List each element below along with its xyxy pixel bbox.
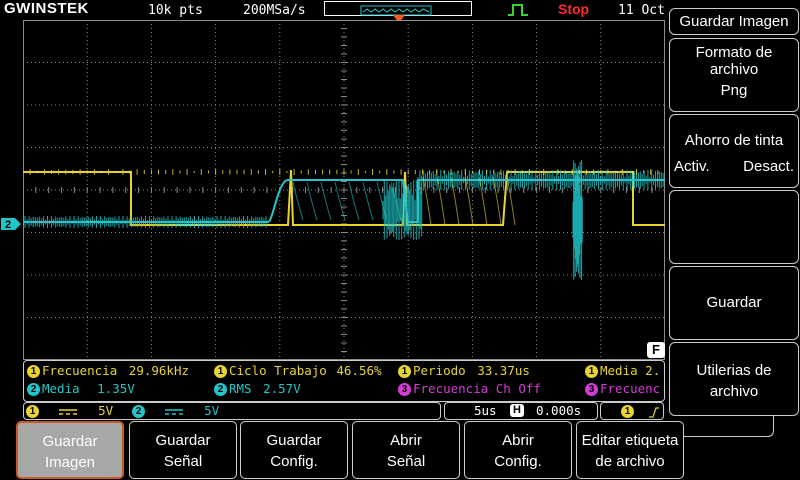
measurement-period: 1 Periodo 33.37us — [398, 363, 530, 378]
side-menu-title: Guardar Imagen — [669, 8, 799, 35]
ch1-ringing — [422, 176, 432, 226]
waveform-display[interactable] — [23, 20, 665, 360]
ch2-burst — [382, 180, 423, 240]
status-bar: GWINSTEK 10k pts 200MSa/s Stop 11 Oct — [0, 0, 800, 23]
ch2-ringing — [376, 181, 388, 221]
ch2-ground-marker[interactable]: 2 — [0, 217, 22, 231]
measurement-duty: 1 Ciclo Trabajo 46.56% — [214, 363, 382, 378]
edit-file-label-line2: de archivo — [595, 453, 665, 470]
ch2-ringing — [362, 181, 374, 221]
ink-saver-button[interactable]: Ahorro de tinta Activ. Desact. — [669, 114, 799, 188]
trigger-position-icon — [393, 15, 405, 23]
channel-status-box — [23, 402, 441, 420]
timebase-status[interactable] — [444, 402, 598, 420]
measurement-freq-ch3: 3 Frecuencia Ch Off — [398, 381, 541, 396]
file-format-label: Formato de archivo — [695, 44, 773, 78]
graticule-border — [23, 20, 665, 360]
dc-coupling-icon — [58, 408, 77, 415]
measurement-freq-ch3-2: 3 Frecuenc — [585, 381, 660, 396]
ch1-status[interactable]: 1 5V — [26, 403, 113, 418]
ch2-spike — [572, 160, 583, 280]
ch2-ringing — [334, 181, 346, 221]
edit-file-label-line1: Editar etiqueta — [581, 432, 679, 449]
ch2-ringing — [320, 181, 332, 221]
trigger-status[interactable] — [600, 402, 664, 420]
file-format-value: Png — [720, 82, 748, 99]
brand-logo: GWINSTEK — [4, 0, 89, 17]
ink-saver-label: Ahorro de tinta — [684, 132, 784, 149]
menu-connector — [665, 406, 774, 437]
date-label: 11 Oct — [618, 3, 665, 18]
measurement-rows: 1 Frecuencia 29.96kHz 1 Ciclo Trabajo 46.5… — [26, 362, 664, 400]
measurement-rms: 2 RMS 2.57V — [214, 381, 301, 396]
math-f-marker[interactable]: F — [647, 342, 665, 358]
edit-file-label-tab[interactable]: Editar etiqueta de archivo — [576, 421, 684, 479]
horizontal-position-icon: H — [510, 404, 524, 417]
measurement-freq: 1 Frecuencia 29.96kHz — [27, 363, 189, 378]
recall-waveform-line1: Abrir — [390, 432, 422, 449]
horizontal-offset: 0.000s — [536, 403, 582, 418]
dc-coupling-icon — [164, 408, 183, 415]
ink-saver-off: Desact. — [743, 158, 794, 175]
save-button[interactable]: Guardar — [669, 266, 799, 340]
record-length: 10k pts — [148, 3, 203, 18]
sample-rate: 200MSa/s — [243, 3, 306, 18]
waveform-graticule — [23, 20, 665, 360]
svg-text:2: 2 — [5, 219, 11, 231]
recall-waveform-tab[interactable]: Abrir Señal — [352, 421, 460, 479]
run-stop-status[interactable]: Stop — [558, 1, 590, 17]
ch2-status[interactable]: 2 5V — [132, 403, 219, 418]
save-waveform-line2: Señal — [163, 453, 203, 470]
ch1-ringing — [436, 176, 446, 226]
save-setup-line1: Guardar — [266, 432, 322, 449]
save-setup-line2: Config. — [270, 453, 318, 470]
ch1-ringing — [450, 176, 460, 226]
measurement-panel — [23, 360, 665, 402]
save-image-tab[interactable]: Guardar Imagen — [16, 421, 124, 479]
ch2-ringing — [306, 181, 318, 221]
ch2-noise — [23, 216, 267, 228]
recall-setup-line1: Abrir — [502, 432, 534, 449]
save-image-line1: Guardar — [42, 433, 98, 450]
recall-setup-tab[interactable]: Abrir Config. — [464, 421, 572, 479]
ch1-noise — [23, 169, 659, 175]
file-format-button[interactable]: Formato de archivo Png — [669, 38, 799, 112]
ch2-ringing — [292, 181, 304, 221]
file-utilities-button[interactable]: Utilerias de archivo — [669, 342, 799, 416]
file-utilities-label: Utilerias de archivo — [696, 362, 772, 400]
save-image-line2: Imagen — [44, 454, 96, 471]
ch1-ringing — [506, 176, 516, 226]
trigger-source: 1 — [621, 403, 660, 418]
measurement-mean-ch2: 2 Media 1.35V — [27, 381, 135, 396]
ink-saver-on: Activ. — [674, 158, 710, 175]
ch1-ringing — [492, 176, 502, 226]
measurement-mean-ch1: 1 Media 2. — [585, 363, 660, 378]
save-setup-tab[interactable]: Guardar Config. — [240, 421, 348, 479]
save-waveform-line1: Guardar — [155, 432, 211, 449]
ch1-ringing — [464, 176, 474, 226]
empty-menu-slot — [669, 190, 799, 264]
run-mode-icon — [508, 4, 528, 16]
ch2-ringing — [348, 181, 360, 221]
timebase-scale: 5us — [474, 403, 497, 418]
rising-edge-icon — [648, 406, 659, 418]
recall-setup-line2: Config. — [494, 453, 542, 470]
ch2-ringing — [390, 181, 402, 221]
recall-waveform-line2: Señal — [386, 453, 426, 470]
ch1-ringing — [478, 176, 488, 226]
save-waveform-tab[interactable]: Guardar Señal — [129, 421, 237, 479]
